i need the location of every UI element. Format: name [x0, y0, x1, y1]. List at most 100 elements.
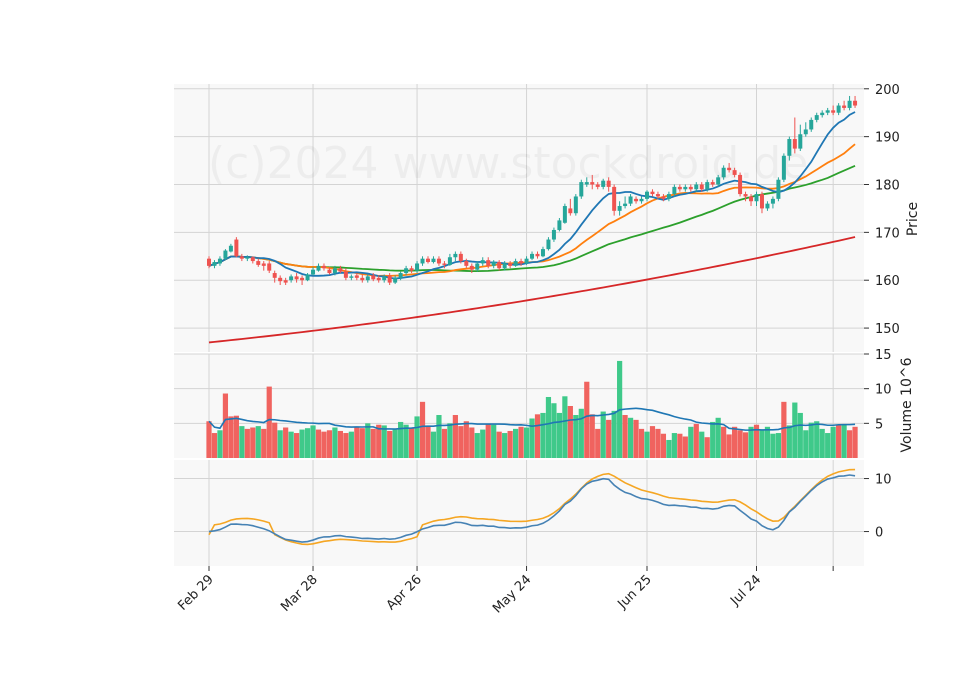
candle-body — [404, 268, 409, 274]
volume-bar — [513, 428, 519, 458]
candle-body — [535, 253, 540, 257]
volume-bar — [611, 410, 617, 458]
volume-bar — [452, 415, 458, 458]
volume-bar — [458, 426, 464, 458]
volume-bar — [846, 430, 853, 458]
candle-body — [650, 191, 655, 195]
candle-body — [831, 110, 836, 113]
candle-body — [546, 239, 551, 250]
volume-bar — [370, 428, 376, 458]
volume-bar — [304, 428, 311, 458]
candle-body — [727, 167, 732, 171]
candle-body — [738, 174, 743, 195]
volume-bar — [496, 431, 502, 458]
candle-body — [447, 257, 452, 265]
candle-body — [688, 186, 693, 190]
candle-body — [617, 206, 622, 211]
candle-body — [655, 194, 660, 197]
x-tick-label: Feb 29 — [175, 572, 217, 614]
candle-body — [382, 276, 387, 281]
candle-body — [354, 275, 359, 278]
candle-body — [349, 276, 354, 278]
volume-bar — [595, 428, 601, 458]
volume-bar — [759, 430, 765, 458]
volume-bar — [567, 406, 573, 458]
volume-bar — [387, 430, 393, 458]
candle-body — [343, 271, 348, 278]
candle-body — [502, 263, 507, 269]
candle-body — [480, 260, 485, 264]
volume-average-line — [208, 407, 856, 431]
price-tick-label: 180 — [875, 179, 900, 194]
volume-bar — [266, 386, 272, 458]
volume-bar — [491, 424, 497, 458]
candle-body — [699, 184, 704, 190]
volume-bar — [644, 431, 650, 458]
volume-bar — [649, 426, 656, 458]
volume-bar — [764, 426, 771, 458]
oscillator-lines — [208, 468, 856, 546]
volume-bar — [359, 428, 365, 458]
candle-body — [853, 100, 858, 106]
volume-bar — [688, 426, 694, 458]
candle-body — [223, 250, 228, 259]
volume-tick-label: 15 — [875, 348, 892, 363]
candle-body — [436, 258, 441, 264]
volume-bar — [589, 414, 595, 458]
panel-bg-0 — [174, 84, 864, 352]
volume-bar — [502, 433, 508, 458]
candle-body — [338, 268, 343, 272]
candle-body — [568, 208, 573, 214]
candle-body — [228, 245, 233, 252]
candle-body — [781, 155, 786, 180]
volume-bar — [732, 426, 738, 458]
price-axis-title: Price — [905, 202, 921, 236]
price-tick-label: 200 — [875, 83, 900, 98]
candle-body — [497, 262, 502, 269]
candle-body — [601, 180, 606, 187]
x-tick-label: May 24 — [490, 572, 534, 616]
candle-body — [661, 196, 666, 199]
volume-bar — [638, 428, 645, 458]
candle-body — [634, 198, 639, 202]
volume-bar — [819, 428, 825, 458]
volume-bar — [474, 433, 480, 458]
volume-bar — [529, 418, 535, 458]
candle-body — [431, 258, 436, 263]
candle-body — [311, 269, 316, 275]
candle-body — [749, 196, 754, 202]
volume-bar — [715, 417, 721, 458]
volume-bar — [770, 433, 776, 458]
candle-body — [442, 263, 447, 265]
candle-body — [207, 258, 211, 266]
candle-body — [250, 257, 255, 262]
volume-bar — [545, 396, 552, 458]
volume-bars — [206, 360, 858, 458]
candle-body — [316, 265, 321, 271]
candle-body — [557, 220, 562, 230]
volume-bar — [721, 426, 727, 458]
volume-bar — [354, 427, 360, 458]
volume-bar — [430, 431, 437, 458]
candle-body — [365, 276, 370, 281]
volume-bar — [485, 424, 491, 458]
volume-bar — [255, 426, 261, 458]
volume-bar — [408, 428, 415, 458]
volume-bar — [814, 421, 820, 458]
candle-body — [770, 198, 775, 204]
candle-body — [256, 261, 261, 265]
volume-bar — [441, 428, 448, 458]
volume-bar — [699, 431, 705, 458]
volume-bar — [671, 433, 677, 458]
candle-body — [732, 170, 737, 175]
candle-body — [332, 268, 337, 274]
volume-bar — [436, 415, 442, 458]
volume-tick-label: 10 — [875, 383, 892, 398]
candle-body — [415, 263, 420, 271]
candle-body — [710, 182, 715, 185]
candle-body — [628, 196, 633, 204]
candle-body — [672, 186, 677, 195]
volume-bar — [627, 417, 634, 458]
candle-body — [798, 134, 803, 149]
volume-bar — [830, 426, 836, 458]
